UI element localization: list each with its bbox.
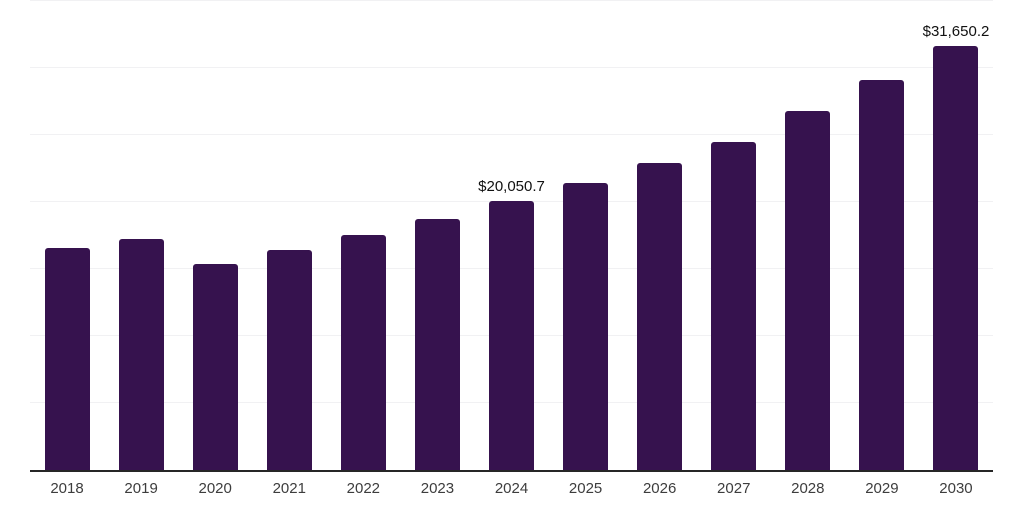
x-tick-2024: 2024 xyxy=(494,480,529,497)
bar-2028 xyxy=(785,110,831,470)
bar-slot-2025 xyxy=(549,0,623,470)
bar-slot-2029 xyxy=(845,0,919,470)
gridline xyxy=(30,0,993,1)
bar-2020 xyxy=(192,263,238,470)
gridline xyxy=(30,67,993,68)
data-label-2024: $20,050.7 xyxy=(478,178,545,196)
x-tick-2023: 2023 xyxy=(420,480,455,497)
bar-2029 xyxy=(859,79,905,470)
bar-2018 xyxy=(44,248,90,470)
bar-slot-2022 xyxy=(326,0,400,470)
x-tick-2027: 2027 xyxy=(717,480,751,497)
bar-2023 xyxy=(414,218,460,470)
x-tick-2020: 2020 xyxy=(198,480,232,497)
x-tick-2028: 2028 xyxy=(791,480,825,497)
bar-2030 xyxy=(933,45,979,470)
bar-2022 xyxy=(340,234,386,470)
x-tick-2030: 2030 xyxy=(939,480,973,497)
bar-slot-2028 xyxy=(771,0,845,470)
x-tick-2025: 2025 xyxy=(568,480,603,497)
data-label-2030: $31,650.2 xyxy=(922,22,990,40)
bar-2024 xyxy=(489,201,534,470)
bar-slot-2030: $31,650.2 xyxy=(919,0,993,470)
bar-2021 xyxy=(266,250,312,470)
x-tick-2021: 2021 xyxy=(272,480,306,497)
x-tick-2019: 2019 xyxy=(124,480,158,497)
bar-series: $20,050.7 $31,650.2 xyxy=(30,0,993,470)
bar-2025 xyxy=(563,182,609,470)
bar-2027 xyxy=(711,142,757,470)
bar-slot-2021 xyxy=(252,0,326,470)
bar-2019 xyxy=(118,238,164,470)
bar-slot-2023 xyxy=(400,0,474,470)
bar-slot-2020 xyxy=(178,0,252,470)
bar-2026 xyxy=(637,163,683,470)
plot-area: $20,050.7 $31,650.2 xyxy=(30,0,993,472)
bar-slot-2018 xyxy=(30,0,104,470)
x-tick-2022: 2022 xyxy=(346,480,381,497)
gridline xyxy=(30,134,993,135)
x-axis: 2018 2019 2020 2021 2022 2023 2024 2025 2026 2027… xyxy=(30,480,993,497)
x-tick-2026: 2026 xyxy=(642,480,677,497)
x-tick-2018: 2018 xyxy=(50,480,84,497)
bar-slot-2026 xyxy=(623,0,697,470)
bar-slot-2024: $20,050.7 xyxy=(474,0,548,470)
bar-slot-2019 xyxy=(104,0,178,470)
x-tick-2029: 2029 xyxy=(865,480,899,497)
bar-slot-2027 xyxy=(697,0,771,470)
